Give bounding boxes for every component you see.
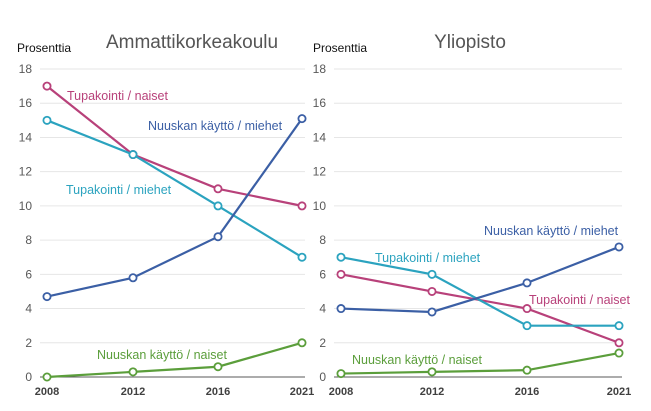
series-line — [340, 256, 619, 327]
data-point — [213, 362, 223, 372]
y-tick-label: 18 — [19, 62, 33, 76]
series-label: Tupakointi / miehet — [375, 251, 481, 265]
data-point — [614, 338, 624, 348]
y-tick-label: 4 — [25, 302, 32, 316]
data-point — [42, 115, 52, 125]
data-point — [522, 278, 532, 288]
y-tick-label: 16 — [19, 96, 33, 110]
series-nuuskan-käyttö-naiset: Nuuskan käyttö / naiset — [336, 348, 624, 379]
x-tick-label: 2008 — [35, 386, 59, 398]
x-tick-label: 2012 — [121, 386, 145, 398]
series-nuuskan-käyttö-miehet: Nuuskan käyttö / miehet — [336, 224, 624, 317]
series-tupakointi-naiset: Tupakointi / naiset — [42, 81, 307, 211]
y-tick-label: 0 — [319, 370, 326, 384]
data-point — [614, 321, 624, 331]
y-tick-label: 12 — [19, 165, 33, 179]
data-point — [297, 252, 307, 262]
data-point — [297, 201, 307, 211]
series-label: Tupakointi / miehet — [66, 183, 172, 197]
series-nuuskan-käyttö-naiset: Nuuskan käyttö / naiset — [42, 338, 307, 382]
series-line — [46, 117, 303, 298]
data-point — [614, 348, 624, 358]
y-axis-label: Prosenttia — [313, 41, 367, 55]
series-line — [46, 119, 303, 259]
series-tupakointi-miehet: Tupakointi / miehet — [42, 115, 307, 262]
y-tick-label: 8 — [319, 233, 326, 247]
chart-title: Ammattikorkeakoulu — [106, 32, 278, 53]
chart-2: Yliopisto Prosenttia 0 2 4 6 8 10 12 14 16 18 2008 20… — [313, 32, 632, 398]
y-tick-label: 4 — [319, 302, 326, 316]
data-point — [614, 242, 624, 252]
data-point — [213, 232, 223, 242]
data-point — [336, 269, 346, 279]
x-tick-label: 2012 — [420, 386, 444, 398]
data-point — [42, 81, 52, 91]
data-point — [522, 321, 532, 331]
y-axis-label: Prosenttia — [17, 41, 71, 55]
series-line — [46, 85, 303, 207]
data-point — [213, 184, 223, 194]
data-point — [42, 292, 52, 302]
y-tick-label: 6 — [319, 267, 326, 281]
y-tick-label: 12 — [313, 165, 327, 179]
y-tick-label: 10 — [313, 199, 327, 213]
x-tick-label: 2021 — [290, 386, 314, 398]
x-tick-label: 2016 — [206, 386, 230, 398]
data-point — [128, 367, 138, 377]
y-tick-label: 2 — [25, 336, 32, 350]
y-tick-label: 18 — [313, 62, 327, 76]
data-point — [336, 304, 346, 314]
data-point — [213, 201, 223, 211]
y-tick-label: 0 — [25, 370, 32, 384]
data-point — [297, 114, 307, 124]
series-label: Nuuskan käyttö / miehet — [484, 224, 619, 238]
data-point — [427, 269, 437, 279]
y-tick-label: 6 — [25, 267, 32, 281]
series-tupakointi-miehet: Tupakointi / miehet — [336, 251, 624, 331]
y-tick-label: 2 — [319, 336, 326, 350]
series-label: Nuuskan käyttö / naiset — [352, 353, 482, 367]
data-point — [128, 273, 138, 283]
data-point — [336, 252, 346, 262]
series-label: Nuuskan käyttö / miehet — [148, 119, 283, 133]
chart-1: Ammattikorkeakoulu Prosenttia 0 2 4 6 8 10 12 14 1… — [17, 32, 314, 398]
x-tick-label: 2016 — [515, 386, 539, 398]
y-tick-label: 14 — [313, 130, 327, 144]
data-point — [522, 304, 532, 314]
y-tick-label: 8 — [25, 233, 32, 247]
x-tick-label: 2008 — [329, 386, 353, 398]
series-nuuskan-käyttö-miehet: Nuuskan käyttö / miehet — [42, 114, 307, 302]
x-tick-label: 2021 — [607, 386, 631, 398]
data-point — [522, 365, 532, 375]
data-point — [297, 338, 307, 348]
chart-title: Yliopisto — [434, 32, 506, 53]
y-tick-label: 16 — [313, 96, 327, 110]
series-label: Tupakointi / naiset — [529, 293, 631, 307]
data-point — [427, 307, 437, 317]
data-point — [42, 372, 52, 382]
data-point — [427, 367, 437, 377]
data-point — [427, 286, 437, 296]
y-tick-label: 10 — [19, 199, 33, 213]
series-line — [340, 351, 620, 375]
series-line — [46, 341, 303, 379]
series-label: Nuuskan käyttö / naiset — [97, 348, 227, 362]
series-label: Tupakointi / naiset — [67, 89, 169, 103]
data-point — [128, 150, 138, 160]
y-tick-label: 14 — [19, 130, 33, 144]
data-point — [336, 369, 346, 379]
series-line — [340, 245, 620, 314]
